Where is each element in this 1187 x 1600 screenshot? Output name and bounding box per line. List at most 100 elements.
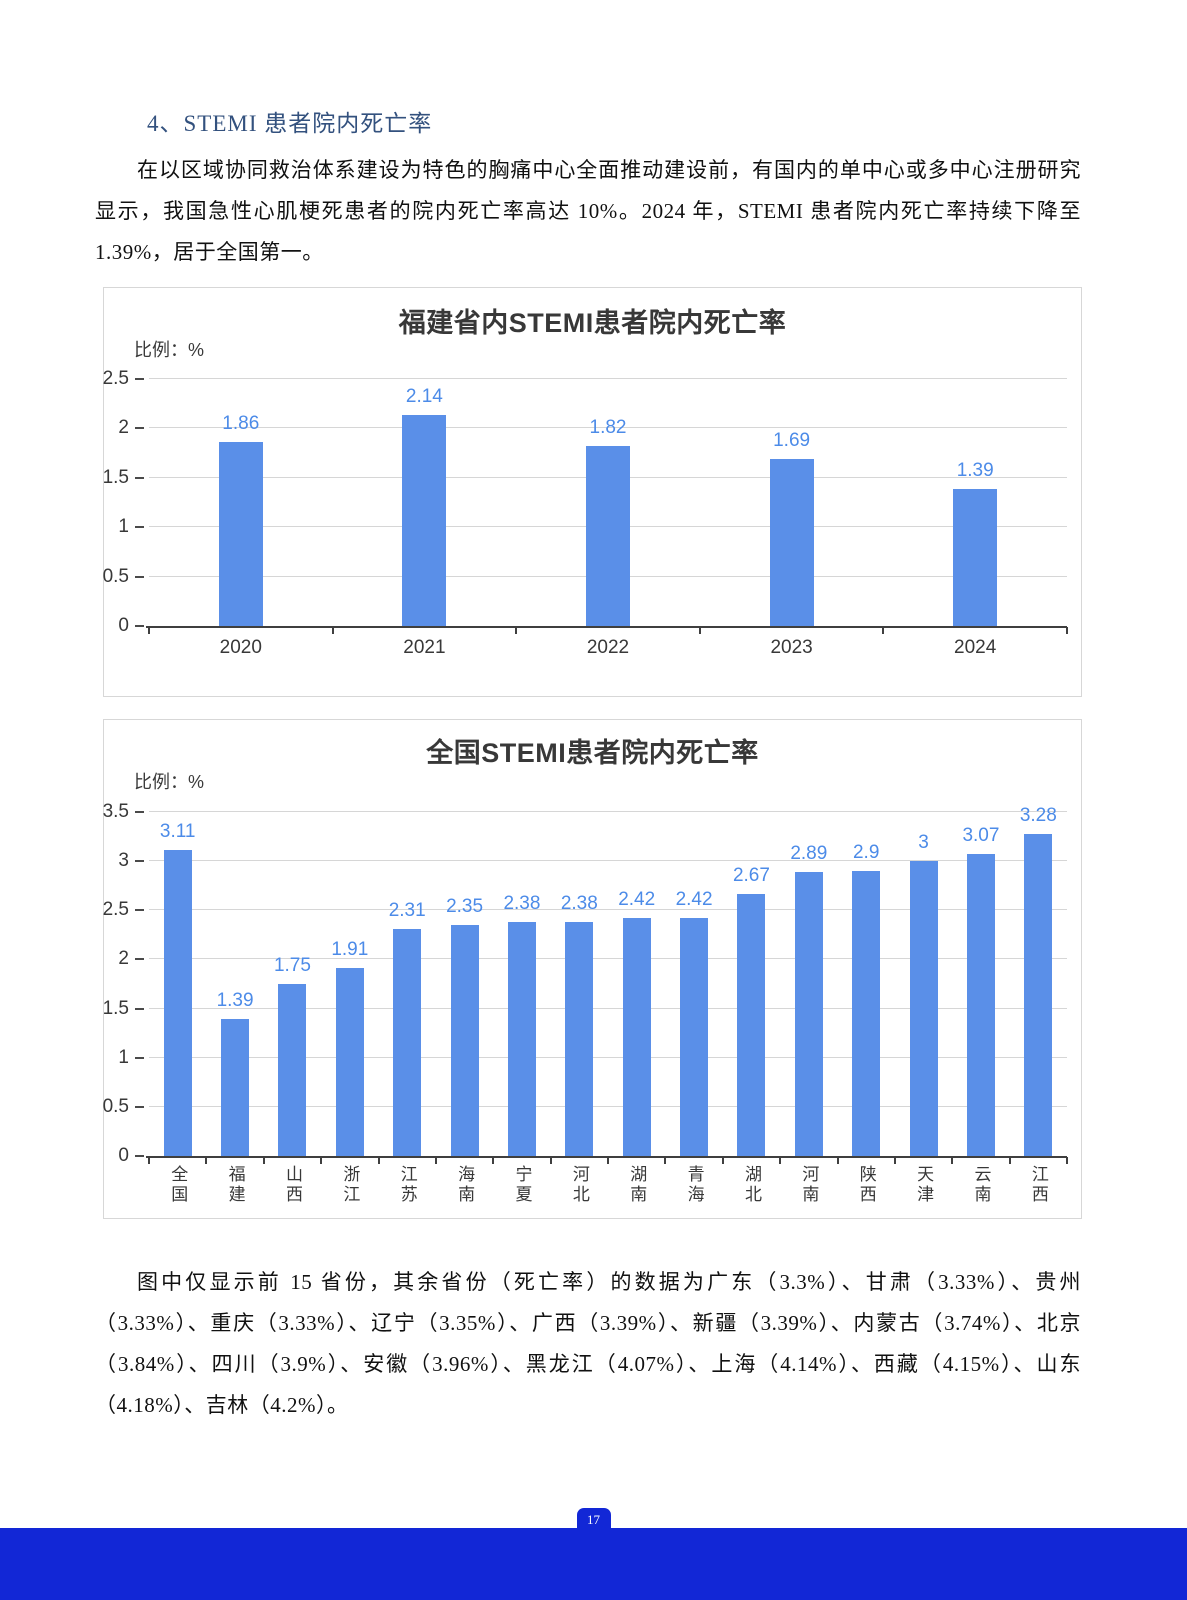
y-tick-value: 1 [118,1046,129,1068]
x-axis-tick [148,627,150,634]
bar-value-label: 1.91 [331,939,369,961]
y-tick-value: 1.5 [102,466,129,488]
y-axis-tick-label: 2 [118,948,149,970]
bar-value-label: 3.11 [159,821,196,843]
x-category-label: 福建 [225,1165,245,1205]
bar [335,968,364,1156]
x-axis-tick [434,1157,437,1164]
intro-paragraph: 在以区域协同救治体系建设为特色的胸痛中心全面推动建设前，有国内的单中心或多中心注… [95,158,1081,264]
y-axis-tick-label: 1 [118,516,149,538]
x-category-label: 2024 [954,637,997,658]
bar [450,925,479,1156]
y-axis-tick-label: 2 [118,417,149,439]
x-axis-tick [1008,1157,1011,1164]
x-axis-tick [882,627,885,634]
bar-value-label: 3.07 [962,825,1000,847]
x-category-label: 湖北 [741,1165,761,1205]
bar-value-label: 1.39 [216,990,254,1012]
bar [966,854,995,1156]
bar-value-label: 2.42 [618,889,656,911]
y-tick-value: 3 [118,850,129,872]
gridline [149,378,1067,379]
x-category-label: 2021 [403,637,446,658]
bar-value-label: 1.82 [589,417,627,439]
y-tick-value: 1 [118,516,129,538]
x-axis-tick [320,1157,323,1164]
y-axis-tick-label: 3 [118,850,149,872]
bar-value-label: 1.86 [222,413,260,435]
bar [953,488,998,626]
gridline [149,427,1067,429]
y-axis-tick-label: 0 [118,615,149,637]
bar [278,984,307,1156]
y-tick-dash [135,378,144,380]
y-axis-unit-label: 比例：% [134,340,205,360]
x-category-label: 江苏 [397,1165,417,1205]
y-tick-dash [135,476,144,479]
x-axis-tick [262,1157,265,1164]
bar-value-label: 1.69 [773,430,811,452]
bar-value-label: 2.38 [503,893,541,915]
bar [769,459,814,626]
gridline [149,958,1067,960]
bar [163,850,192,1156]
bar [680,918,709,1156]
bar [852,870,881,1156]
x-category-label: 青海 [684,1165,704,1205]
bar [507,922,536,1156]
y-tick-value: 0.5 [102,1095,129,1117]
bar-value-label: 2.67 [732,864,770,886]
x-category-label: 全国 [168,1165,188,1205]
x-category-label: 山西 [282,1165,302,1205]
x-axis-tick [1066,627,1068,634]
y-tick-dash [135,575,144,578]
bar [221,1019,250,1156]
y-tick-value: 2.5 [102,899,129,921]
x-axis-tick [893,1157,896,1164]
x-category-label: 2022 [586,637,630,658]
y-tick-dash [135,958,144,961]
y-tick-dash [135,1155,144,1157]
x-axis-tick [698,627,701,634]
gridline [149,860,1067,862]
bar [402,414,447,626]
y-tick-value: 2 [118,948,129,970]
x-category-label: 河北 [569,1165,589,1205]
chart-title: 福建省内STEMI患者院内死亡率 [398,308,787,338]
section-heading: 4、STEMI 患者院内死亡率 [147,111,433,136]
y-tick-dash [135,1056,144,1059]
x-axis-tick [515,627,518,634]
x-category-label: 海南 [455,1165,475,1205]
bar [586,446,630,626]
y-tick-dash [135,625,144,627]
x-axis-tick [836,1157,839,1164]
fujian-stemi-mortality-chart: 福建省内STEMI患者院内死亡率 比例：% 0 0.5 1 1.5 2 2.5 1.86 20… [103,287,1082,697]
y-tick-value: 2 [118,417,129,439]
x-axis-baseline [146,1156,1067,1158]
y-axis-tick-label: 1 [118,1047,149,1069]
gridline [149,909,1067,911]
bar-value-label: 2.9 [852,841,880,863]
national-stemi-mortality-chart: 全国STEMI患者院内死亡率 比例：% 0 0.5 1 1.5 2 2.5 3 3.5 3.11… [103,719,1082,1219]
bar-value-label: 2.35 [446,896,484,918]
bar-value-label: 2.14 [405,385,443,407]
bar-value-label: 2.42 [675,889,713,911]
y-tick-value: 0 [118,615,129,636]
x-axis-tick [779,1157,782,1164]
y-tick-value: 0 [118,1145,129,1166]
bar [218,442,263,626]
y-tick-value: 2.5 [102,368,129,389]
y-axis-tick-label: 2.5 [103,899,149,921]
x-axis-tick [721,1157,724,1164]
bar-value-label: 3.28 [1019,804,1057,826]
y-axis-tick-label: 3.5 [103,801,149,823]
y-axis-tick-label: 1.5 [103,467,149,489]
x-category-label: 2023 [770,637,813,658]
bar [565,922,594,1156]
plot-area: 0 0.5 1 1.5 2 2.5 3 3.5 3.11 全国 1.39 福建 1.75 山西 1.91 浙江… [103,801,1068,1205]
y-tick-dash [135,427,144,430]
chart-title: 全国STEMI患者院内死亡率 [426,738,759,768]
gridline [149,811,1067,812]
x-category-label: 江西 [1028,1165,1048,1205]
